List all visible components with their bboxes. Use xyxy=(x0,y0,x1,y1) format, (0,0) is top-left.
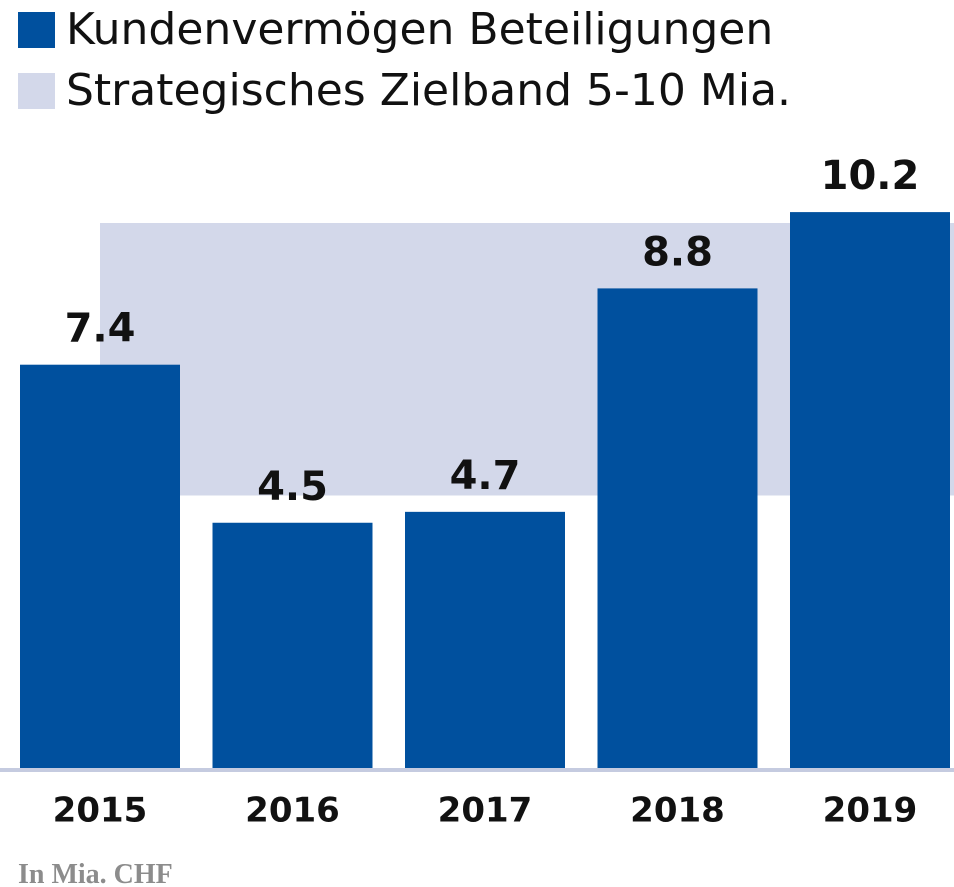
value-label: 4.7 xyxy=(450,453,521,499)
legend-swatch xyxy=(18,73,55,109)
legend-swatch xyxy=(18,12,55,48)
legend-label: Strategisches Zielband 5-10 Mia. xyxy=(66,65,791,116)
value-label: 7.4 xyxy=(65,306,136,352)
x-tick-label: 2019 xyxy=(823,791,918,831)
x-tick-label: 2015 xyxy=(53,791,148,831)
value-label: 8.8 xyxy=(642,229,713,275)
bar xyxy=(790,212,950,769)
bar xyxy=(597,288,758,768)
bar xyxy=(20,364,180,768)
x-tick-label: 2017 xyxy=(438,791,533,831)
legend-label: Kundenvermögen Beteiligungen xyxy=(66,4,773,55)
value-label: 10.2 xyxy=(821,153,920,199)
bar xyxy=(212,522,373,768)
note: In Mia. CHF xyxy=(18,859,173,887)
bar xyxy=(405,511,565,768)
x-tick-label: 2016 xyxy=(245,791,340,831)
x-tick-label: 2018 xyxy=(630,791,725,831)
value-label: 4.5 xyxy=(257,464,328,510)
